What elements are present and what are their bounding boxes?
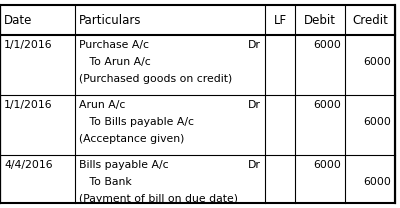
Text: 4/4/2016: 4/4/2016 <box>4 160 53 170</box>
Text: Dr: Dr <box>248 100 261 110</box>
Text: To Bills payable A/c: To Bills payable A/c <box>79 117 194 127</box>
Text: 6000: 6000 <box>313 160 341 170</box>
Text: (Payment of bill on due date): (Payment of bill on due date) <box>79 194 238 204</box>
Text: 6000: 6000 <box>313 100 341 110</box>
Text: 1/1/2016: 1/1/2016 <box>4 40 53 50</box>
Text: (Purchased goods on credit): (Purchased goods on credit) <box>79 74 232 84</box>
Text: Debit: Debit <box>304 14 336 26</box>
Text: (Acceptance given): (Acceptance given) <box>79 134 184 144</box>
Text: 6000: 6000 <box>363 177 391 187</box>
Text: Arun A/c: Arun A/c <box>79 100 125 110</box>
Text: Particulars: Particulars <box>79 14 142 26</box>
Text: To Bank: To Bank <box>79 177 132 187</box>
Text: Date: Date <box>4 14 32 26</box>
Text: 6000: 6000 <box>363 57 391 67</box>
Text: Dr: Dr <box>248 40 261 50</box>
Text: Credit: Credit <box>352 14 388 26</box>
Text: To Arun A/c: To Arun A/c <box>79 57 151 67</box>
Text: 6000: 6000 <box>313 40 341 50</box>
Text: Purchase A/c: Purchase A/c <box>79 40 149 50</box>
Text: LF: LF <box>274 14 286 26</box>
Text: 6000: 6000 <box>363 117 391 127</box>
Text: 1/1/2016: 1/1/2016 <box>4 100 53 110</box>
Text: Dr: Dr <box>248 160 261 170</box>
Text: Bills payable A/c: Bills payable A/c <box>79 160 169 170</box>
